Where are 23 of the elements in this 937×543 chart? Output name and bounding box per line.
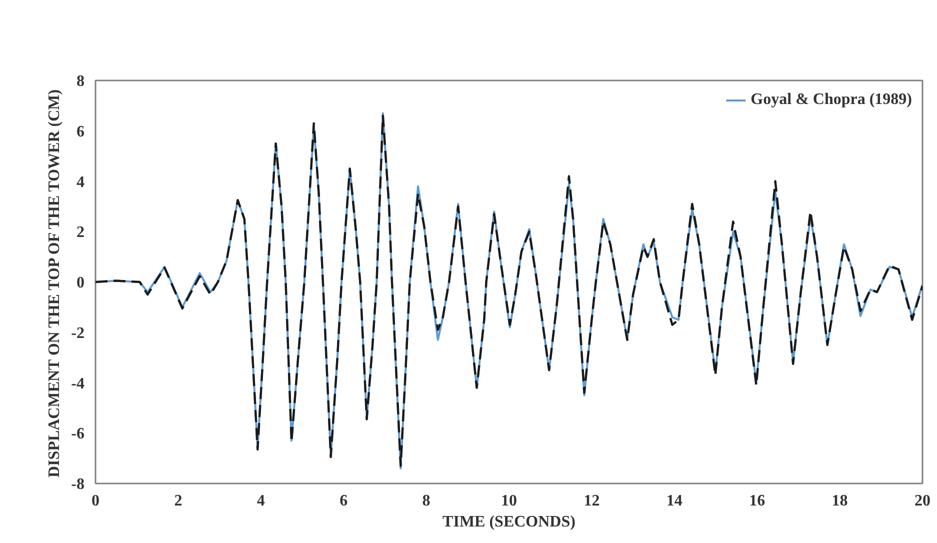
x-tick-label: 2: [174, 492, 182, 510]
y-tick-label: -2: [71, 324, 84, 342]
y-axis-title: DISPLACMENT ON THE TOP OF THE TOWER (CM): [46, 89, 64, 478]
x-tick-label: 4: [256, 492, 265, 510]
x-tick-label: 16: [749, 492, 766, 510]
x-axis-title: TIME (SECONDS): [442, 514, 576, 530]
x-tick-label: 10: [501, 492, 517, 510]
x-tick-label: 6: [340, 492, 348, 510]
y-tick-label: -6: [71, 426, 84, 443]
x-tick-label: 12: [584, 492, 600, 510]
y-tick-label: 2: [76, 224, 84, 242]
y-tick-label: -8: [71, 476, 84, 493]
x-tick-label: 0: [92, 492, 100, 510]
x-tick-label: 14: [666, 492, 682, 510]
y-tick-label: 8: [76, 73, 84, 90]
x-tick-label: 18: [832, 492, 848, 510]
x-tick-label: 20: [914, 492, 930, 510]
legend-label: Goyal & Chopra (1989): [750, 91, 912, 109]
y-tick-label: 0: [76, 274, 84, 292]
x-tick-label: 8: [422, 492, 430, 510]
y-tick-label: -4: [71, 375, 84, 392]
y-tick-label: 4: [76, 174, 84, 191]
y-tick-label: 6: [76, 123, 84, 140]
